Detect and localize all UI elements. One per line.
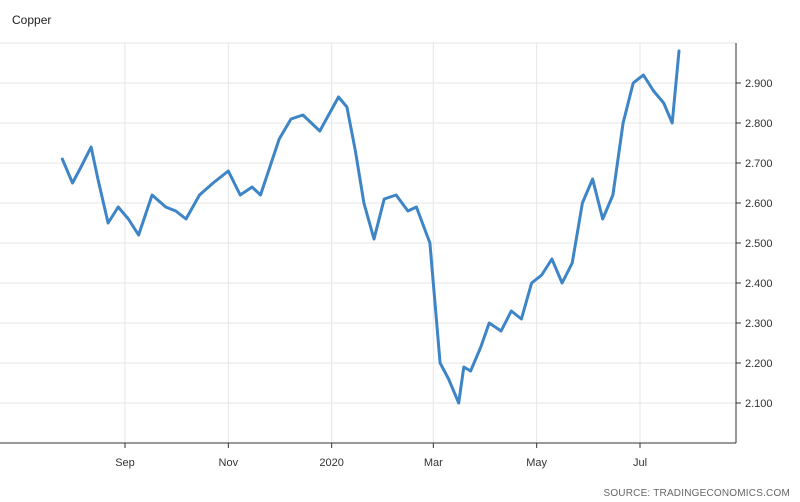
- chart-title: Copper: [12, 13, 52, 27]
- x-tick-label: Jul: [633, 457, 647, 469]
- x-tick-label: May: [526, 457, 547, 469]
- y-tick-label: 2.700: [745, 158, 773, 170]
- x-tick-label: Nov: [219, 457, 239, 469]
- y-tick-label: 2.500: [745, 238, 773, 250]
- x-tick-label: Sep: [115, 457, 135, 469]
- copper-price-line: [60, 49, 681, 405]
- y-tick-label: 2.100: [745, 398, 773, 410]
- y-tick-label: 2.900: [745, 78, 773, 90]
- axes: [0, 43, 741, 448]
- chart-source: SOURCE: TRADINGECONOMICS.COM: [603, 488, 790, 499]
- y-tick-label: 2.400: [745, 278, 773, 290]
- x-tick-label: Mar: [424, 457, 443, 469]
- y-tick-label: 2.800: [745, 118, 773, 130]
- y-tick-label: 2.200: [745, 358, 773, 370]
- y-tick-label: 2.600: [745, 198, 773, 210]
- x-tick-label: 2020: [319, 457, 343, 469]
- y-tick-label: 2.300: [745, 318, 773, 330]
- gridlines: [0, 42, 736, 443]
- tick-labels: 2.100 2.200 2.300 2.400 2.500 2.600 2.700 2.800…: [115, 78, 772, 469]
